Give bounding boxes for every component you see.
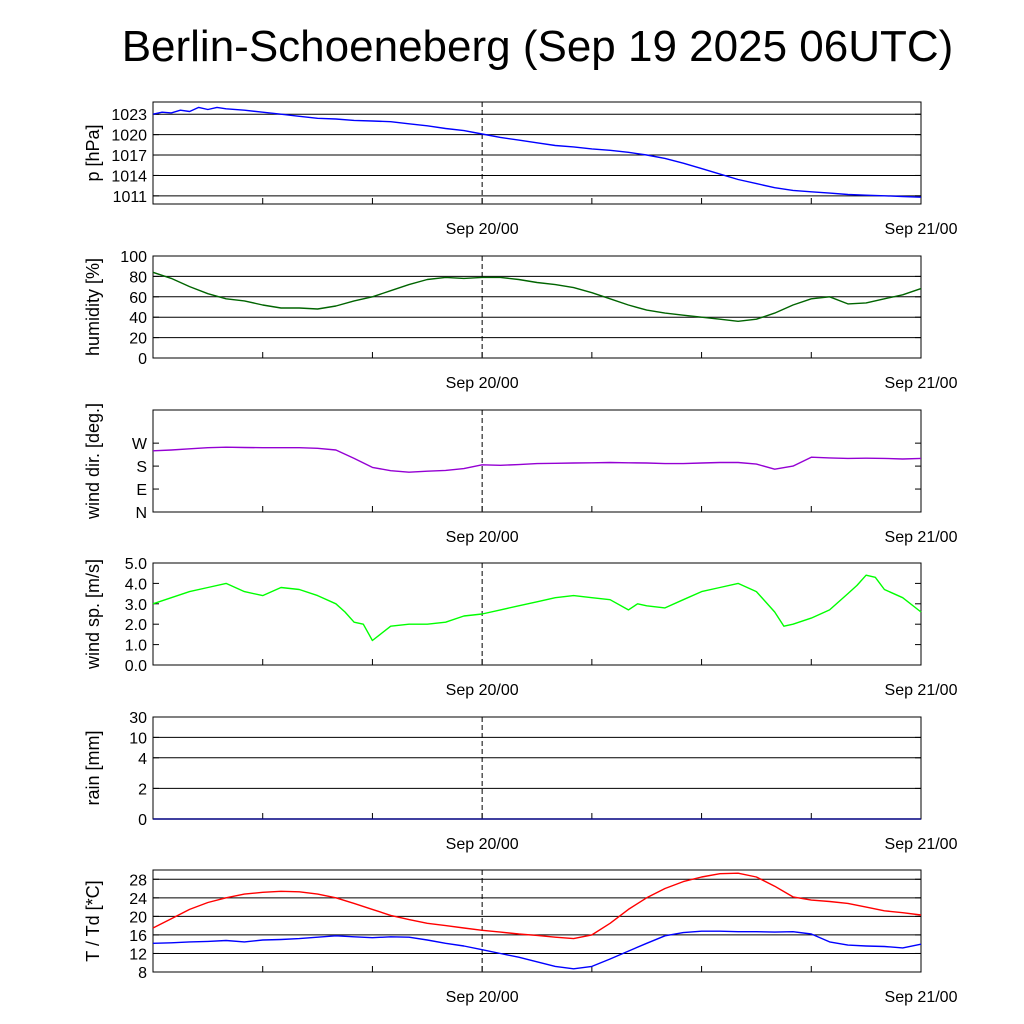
plot-frame	[152, 869, 922, 973]
wind-speed-panel: 0.0 1.0 2.0 3.0 4.0 5.0 Sep 20/00 Sep 21/00 wind…	[83, 556, 958, 699]
y-tick-label: 4	[138, 751, 147, 768]
x-tick-label: Sep 20/00	[446, 682, 519, 699]
y-tick-label: 28	[129, 872, 147, 889]
y-axis-label: humidity [%]	[83, 258, 103, 356]
y-tick-label: 1011	[113, 189, 148, 206]
pressure-series-line-1	[152, 106, 922, 198]
temperature-series-line-2	[152, 930, 922, 970]
x-tick-label: Sep 21/00	[885, 529, 958, 546]
wind-speed-series-line-1	[152, 574, 922, 642]
x-tick-label: Sep 21/00	[885, 989, 958, 1006]
plot-frame	[152, 562, 922, 666]
y-tick-label: 12	[129, 946, 147, 963]
y-axis-label: wind dir. [deg.]	[83, 403, 103, 520]
y-tick-label: E	[136, 482, 147, 499]
y-tick-label: 40	[129, 310, 147, 327]
plot-frame	[152, 101, 922, 205]
x-tick-label: Sep 20/00	[446, 989, 519, 1006]
y-axis-label: rain [mm]	[83, 730, 103, 805]
y-tick-label: 0	[138, 812, 147, 829]
y-tick-label: 1020	[111, 128, 147, 145]
rain-panel: 0 2 4 10 30 Sep 20/00 Sep 21/00 rain [mm]	[83, 710, 958, 853]
temperature-series-line-1	[152, 872, 922, 940]
y-tick-label: 5.0	[125, 556, 147, 573]
x-tick-label: Sep 20/00	[446, 529, 519, 546]
y-tick-label: 16	[129, 928, 147, 945]
y-tick-label: 100	[120, 249, 147, 266]
y-tick-label: N	[135, 505, 147, 522]
y-axis-label: T / Td [*C]	[83, 880, 103, 961]
y-tick-label: 2.0	[125, 617, 147, 634]
y-axis-label: p [hPa]	[83, 124, 103, 181]
plot-frame	[152, 255, 922, 359]
y-tick-label: 1.0	[125, 638, 147, 655]
y-tick-label: 24	[129, 891, 147, 908]
x-tick-label: Sep 20/00	[446, 221, 519, 238]
y-axis-label: wind sp. [m/s]	[83, 559, 103, 670]
x-tick-label: Sep 21/00	[885, 836, 958, 853]
y-tick-label: W	[132, 436, 148, 453]
y-tick-label: 80	[129, 269, 147, 286]
humidity-panel: 0 20 40 60 80 100 Sep 20/00 Sep 21/00 humidity […	[83, 249, 958, 392]
pressure-panel: 1011 1014 1017 1020 1023 Sep 20/00 Sep 21/00 p …	[83, 101, 958, 238]
chart-title: Berlin-Schoeneberg (Sep 19 2025 06UTC)	[121, 22, 954, 71]
y-tick-label: 1017	[111, 148, 147, 165]
y-tick-label: 20	[129, 331, 147, 348]
y-tick-label: 10	[129, 730, 147, 747]
y-tick-label: 60	[129, 290, 147, 307]
y-tick-label: 3.0	[125, 597, 147, 614]
x-tick-label: Sep 21/00	[885, 375, 958, 392]
y-tick-label: S	[136, 459, 147, 476]
humidity-series-line-1	[152, 271, 922, 322]
wind-direction-series-line-1	[152, 446, 922, 473]
plot-frame	[152, 409, 922, 513]
x-tick-label: Sep 20/00	[446, 375, 519, 392]
y-tick-label: 30	[129, 710, 147, 727]
x-tick-label: Sep 20/00	[446, 836, 519, 853]
x-tick-label: Sep 21/00	[885, 682, 958, 699]
y-tick-label: 0	[138, 351, 147, 368]
x-tick-label: Sep 21/00	[885, 221, 958, 238]
y-tick-label: 1023	[111, 107, 147, 124]
y-tick-label: 1014	[111, 168, 147, 185]
plot-frame	[152, 716, 922, 820]
y-tick-label: 20	[129, 909, 147, 926]
y-tick-label: 8	[138, 965, 147, 982]
y-tick-label: 2	[138, 781, 147, 798]
y-tick-label: 0.0	[125, 658, 147, 675]
y-tick-label: 4.0	[125, 576, 147, 593]
